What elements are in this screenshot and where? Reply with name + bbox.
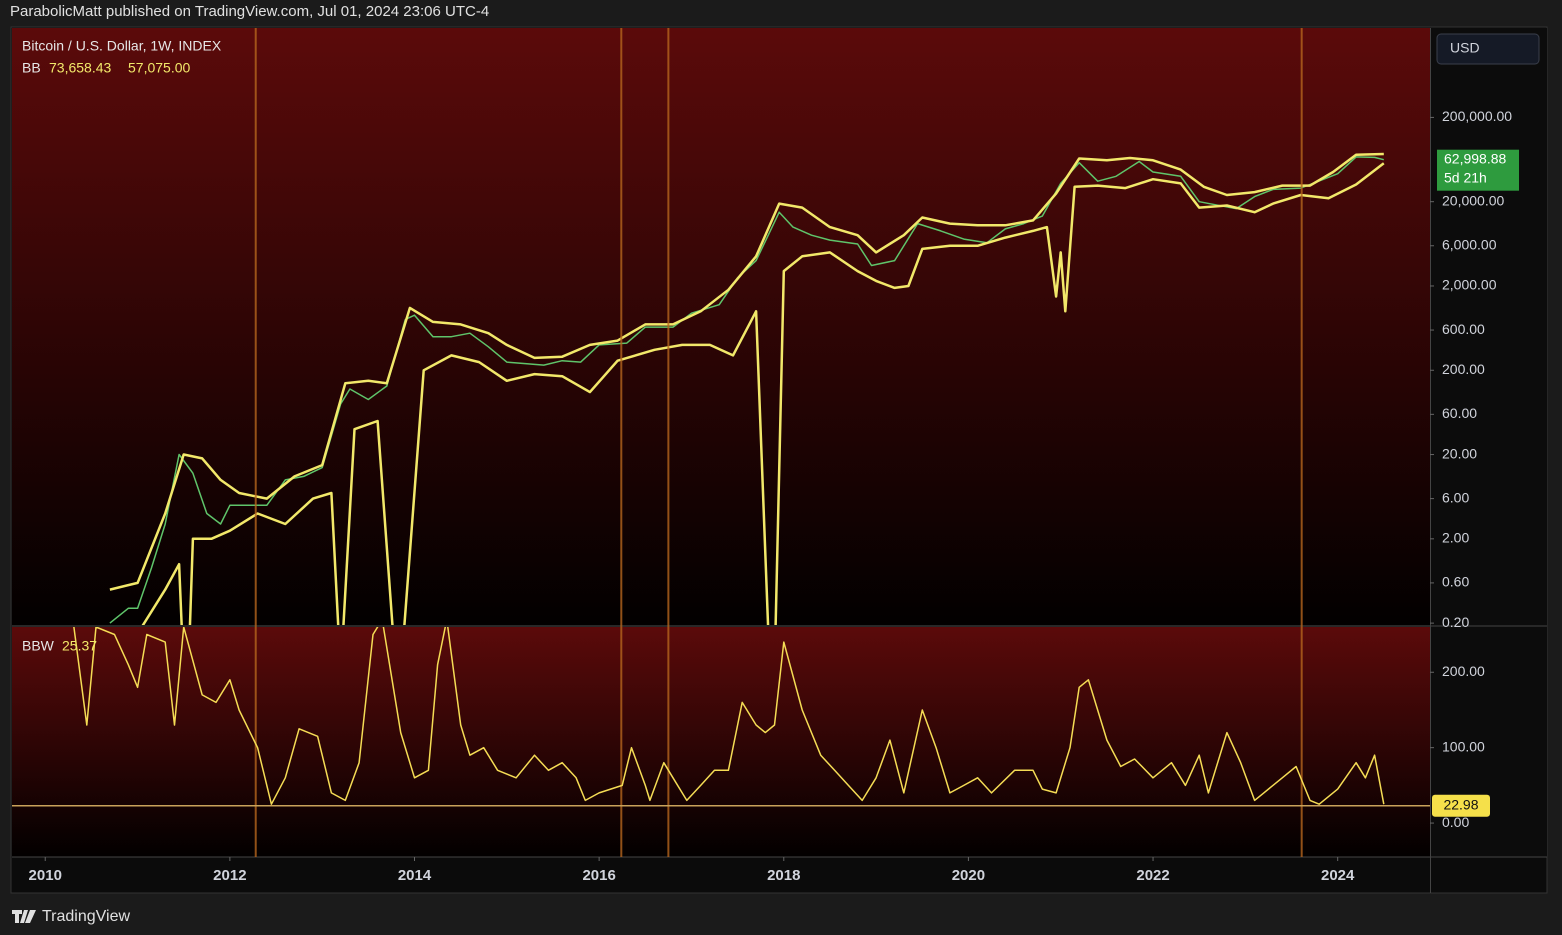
reference-label-box <box>1432 794 1490 817</box>
y-tick-label: 600.00 <box>1442 321 1485 337</box>
bbw-value: 25.37 <box>62 638 97 654</box>
currency-button[interactable] <box>1436 33 1540 65</box>
symbol-title: Bitcoin / U.S. Dollar, 1W, INDEX <box>22 38 222 54</box>
y-tick-label: 2.00 <box>1442 530 1469 546</box>
countdown-label: 5d 21h <box>1444 169 1487 185</box>
y-tick-label: 2,000.00 <box>1442 277 1497 293</box>
y-tick-label: 20.00 <box>1442 445 1477 461</box>
x-tick-label: 2012 <box>213 867 246 884</box>
series-group <box>109 152 1385 625</box>
y-tick-label: 200.00 <box>1442 361 1485 377</box>
y-tick-label: 200,000.00 <box>1442 108 1512 124</box>
y-tick-label: 200.00 <box>1442 663 1485 679</box>
x-tick-label: 2010 <box>29 867 62 884</box>
bb-upper-value: 73,658.43 <box>49 60 111 76</box>
x-tick-label: 2014 <box>398 867 432 884</box>
series-group <box>73 627 1385 805</box>
y-tick-label: 6,000.00 <box>1442 236 1497 252</box>
legend: Bitcoin / U.S. Dollar, 1W, INDEX BB 73,6… <box>22 38 222 654</box>
series-line <box>141 162 1385 625</box>
y-tick-label: 0.60 <box>1442 574 1469 590</box>
y-tick-label: 0.00 <box>1442 814 1469 830</box>
x-tick-label: 2016 <box>582 867 615 884</box>
series-line <box>73 627 1385 805</box>
y-tick-label: 60.00 <box>1442 405 1477 421</box>
bbw-pane <box>12 627 1430 857</box>
y-tick-label: 100.00 <box>1442 738 1485 754</box>
publish-header: ParabolicMatt published on TradingView.c… <box>10 3 489 20</box>
bbw-name: BBW <box>22 638 55 654</box>
brand: TradingView <box>42 908 130 925</box>
y-tick-label: 0.20 <box>1442 614 1469 630</box>
series-line <box>109 156 1384 624</box>
currency-label[interactable]: USD <box>1450 40 1480 56</box>
last-price-label: 62,998.88 <box>1444 150 1506 166</box>
x-tick-label: 2022 <box>1136 867 1169 884</box>
bb-lower-value: 57,075.00 <box>128 60 190 76</box>
bb-name: BB <box>22 60 41 76</box>
tradingview-logo <box>12 910 36 923</box>
x-tick-label: 2018 <box>767 867 800 884</box>
series-line <box>109 152 1384 591</box>
price-pane <box>12 28 1430 625</box>
y-tick-label: 6.00 <box>1442 489 1469 505</box>
reference-label: 22.98 <box>1443 796 1478 812</box>
x-tick-label: 2020 <box>952 867 985 884</box>
x-tick-label: 2024 <box>1321 867 1355 884</box>
plot-layer: 200,000.00 20,000.00 6,000.00 2,000.00 600.0… <box>12 28 1519 884</box>
last-price-box <box>1437 149 1519 191</box>
y-tick-label: 20,000.00 <box>1442 192 1504 208</box>
